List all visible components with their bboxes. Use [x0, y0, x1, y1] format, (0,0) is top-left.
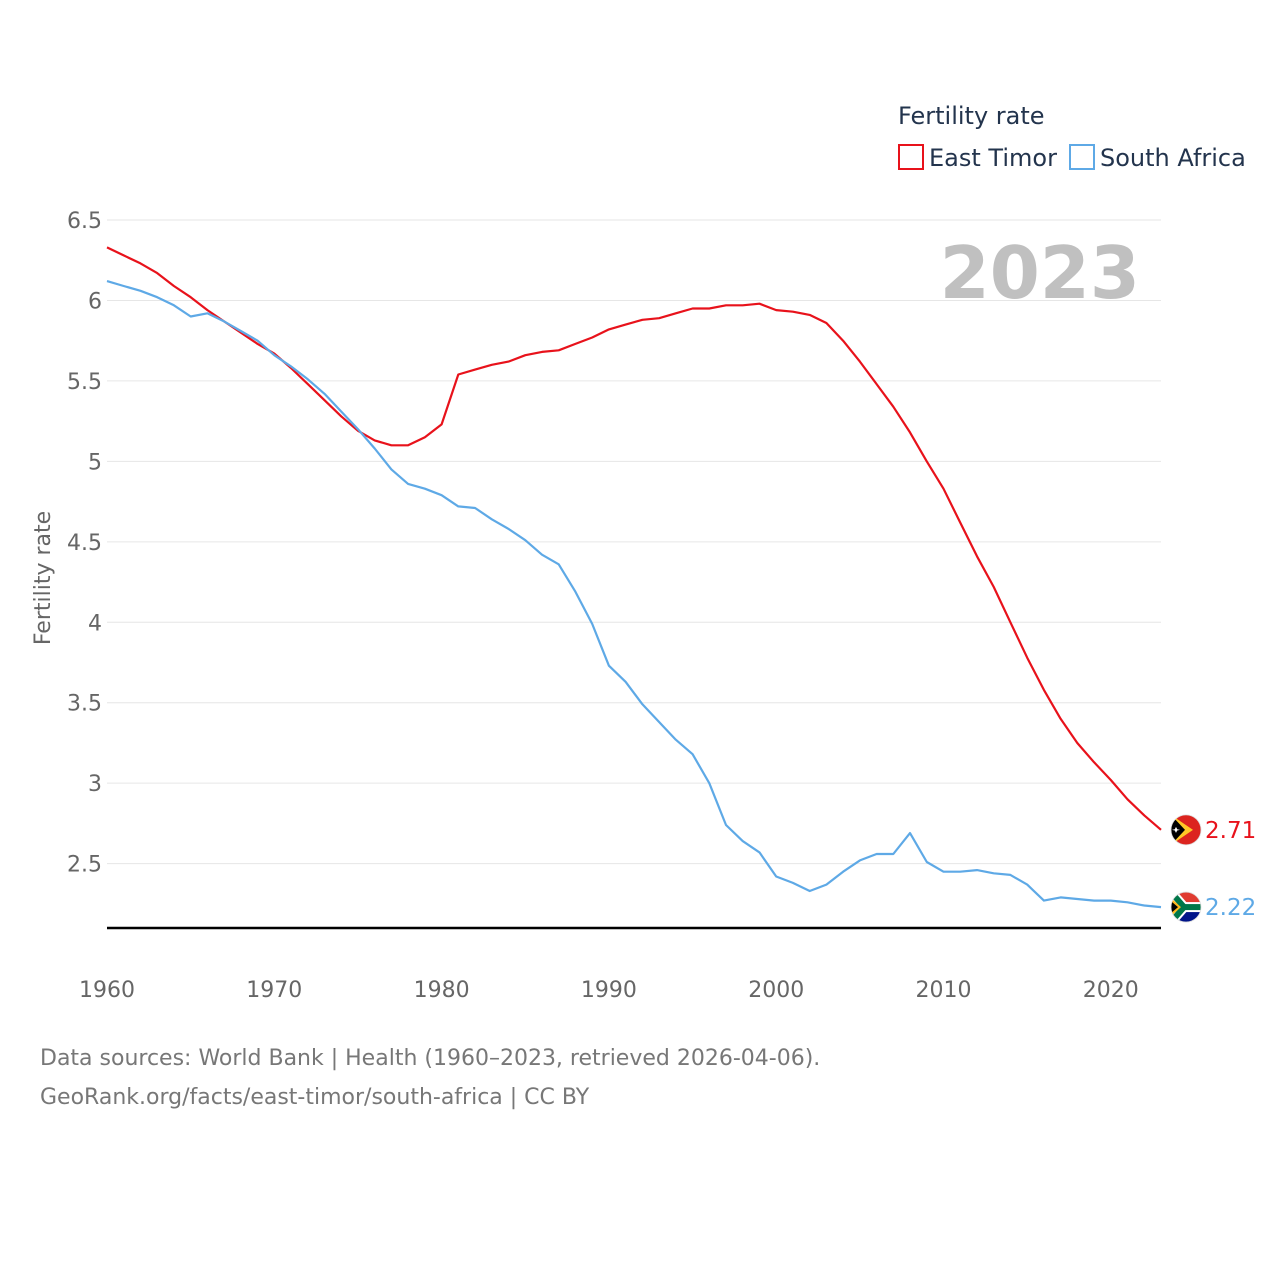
end-value-label-south-africa: 2.22 [1205, 895, 1256, 921]
y-tick-label: 4 [88, 611, 102, 636]
east-timor-flag-icon [1170, 814, 1202, 846]
flag-outline [1170, 891, 1202, 923]
footer-url[interactable]: GeoRank.org/facts/east-timor/south-afric… [40, 1085, 590, 1110]
y-tick-label: 5 [88, 450, 102, 475]
y-tick-label: 2.5 [67, 853, 102, 878]
y-tick-label: 3 [88, 772, 102, 797]
y-tick-label: 3.5 [67, 692, 102, 717]
legend-title: Fertility rate [898, 102, 1045, 130]
x-tick-label: 1980 [414, 978, 470, 1003]
x-tick-label: 2020 [1083, 978, 1139, 1003]
y-tick-label: 4.5 [67, 531, 102, 556]
y-axis-title: Fertility rate [31, 511, 56, 645]
legend: Fertility rate East Timor South Africa [898, 102, 1246, 172]
x-tick-label: 1970 [246, 978, 302, 1003]
year-watermark: 2023 [940, 231, 1140, 315]
series-line-east-timor [106, 246, 1162, 831]
fertility-rate-line-chart: Fertility rate East Timor South Africa 2… [31, 102, 1256, 1003]
flag-star [1172, 826, 1180, 833]
legend-item-south-africa[interactable]: South Africa [1069, 144, 1246, 172]
legend-swatch-south-africa [1069, 144, 1095, 170]
x-tick-label: 2000 [748, 978, 804, 1003]
y-tick-label: 6.5 [67, 209, 102, 234]
y-tick-label: 5.5 [67, 370, 102, 395]
south-africa-flag-icon [1170, 891, 1202, 923]
x-tick-label: 1990 [581, 978, 637, 1003]
plot-area: 2.5 3 3.5 4 4.5 5 5.5 6 6.5 1960 1970 1980 1990 2000 2… [67, 209, 1256, 1003]
end-value-label-east-timor: 2.71 [1205, 818, 1256, 844]
footer-source: Data sources: World Bank | Health (1960–… [40, 1046, 821, 1071]
series-line-south-africa [106, 280, 1162, 909]
flag-triangle-black [1171, 901, 1178, 914]
legend-item-east-timor[interactable]: East Timor [898, 144, 1057, 172]
legend-label-south-africa: South Africa [1100, 144, 1246, 172]
y-tick-label: 6 [88, 289, 102, 314]
x-tick-label: 2010 [916, 978, 972, 1003]
flag-outline [1170, 814, 1202, 846]
legend-swatch-east-timor [898, 144, 924, 170]
flag-bar-green [1184, 904, 1201, 911]
x-tick-label: 1960 [79, 978, 135, 1003]
legend-label-east-timor: East Timor [929, 144, 1057, 172]
